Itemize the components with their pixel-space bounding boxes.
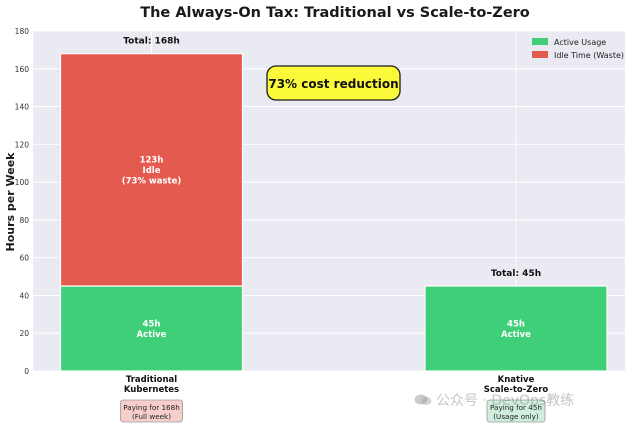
bar-segment	[59, 53, 244, 287]
x-tick-label: Scale-to-Zero	[484, 385, 549, 395]
payment-note-box	[486, 399, 546, 423]
y-tick-label: 80	[19, 216, 29, 225]
bar-segment	[424, 285, 608, 372]
y-tick-label: 140	[15, 103, 30, 112]
cost-reduction-callout: 73% cost reduction	[266, 65, 401, 101]
x-tick-label: Kubernetes	[124, 385, 179, 395]
watermark: 公众号 · DevOps教练	[414, 390, 574, 410]
bar-segment	[59, 285, 244, 372]
y-tick-label: 60	[19, 254, 29, 263]
bar-value-label: 45h	[143, 319, 161, 329]
callout-box	[266, 65, 401, 101]
chat-bubble-icon	[414, 394, 432, 405]
payment-note-text: (Usage only)	[493, 412, 539, 421]
y-tick-label: 0	[24, 367, 29, 376]
y-tick-label: 20	[19, 329, 29, 338]
legend-label: Idle Time (Waste)	[554, 51, 624, 60]
y-axis-label: Hours per Week	[4, 152, 17, 252]
y-tick-label: 100	[15, 178, 30, 187]
payment-note-box	[120, 399, 183, 423]
y-tick-label: 120	[15, 140, 30, 149]
bar-value-label: Active	[137, 330, 167, 340]
x-tick-label: Knative	[498, 375, 535, 385]
bar-value-label: Active	[501, 330, 531, 340]
chart-title: The Always-On Tax: Traditional vs Scale-…	[140, 5, 530, 21]
payment-note-text: (Full week)	[132, 412, 171, 421]
bar-value-label: 45h	[507, 319, 525, 329]
y-tick-label: 180	[15, 27, 30, 36]
payment-notes: Paying for 168h(Full week) Paying for 45h…	[120, 399, 546, 423]
callout-text: 73% cost reduction	[268, 77, 398, 91]
watermark-text: 公众号 · DevOps教练	[436, 393, 575, 409]
x-tick-label: Traditional	[126, 375, 177, 385]
payment-note-text: Paying for 45h	[490, 403, 542, 412]
axes: 0 20 40 60 80 100 120 140 160 180 TraditionalKuber…	[15, 27, 549, 395]
y-tick-label: 160	[15, 65, 30, 74]
payment-note-text: Paying for 168h	[123, 403, 180, 412]
bar-value-label: 123h	[140, 155, 164, 165]
y-tick-label: 40	[19, 291, 29, 300]
legend-label: Active Usage	[554, 38, 606, 47]
bar-total-label: Total: 168h	[123, 37, 180, 47]
bars	[59, 53, 608, 372]
bar-value-label: (73% waste)	[122, 176, 182, 186]
legend-swatch	[532, 38, 548, 45]
legend: Active Usage Idle Time (Waste)	[532, 38, 624, 60]
bar-value-label: Idle	[143, 166, 161, 176]
bar-total-label: Total: 45h	[491, 269, 541, 279]
legend-swatch	[532, 51, 548, 58]
